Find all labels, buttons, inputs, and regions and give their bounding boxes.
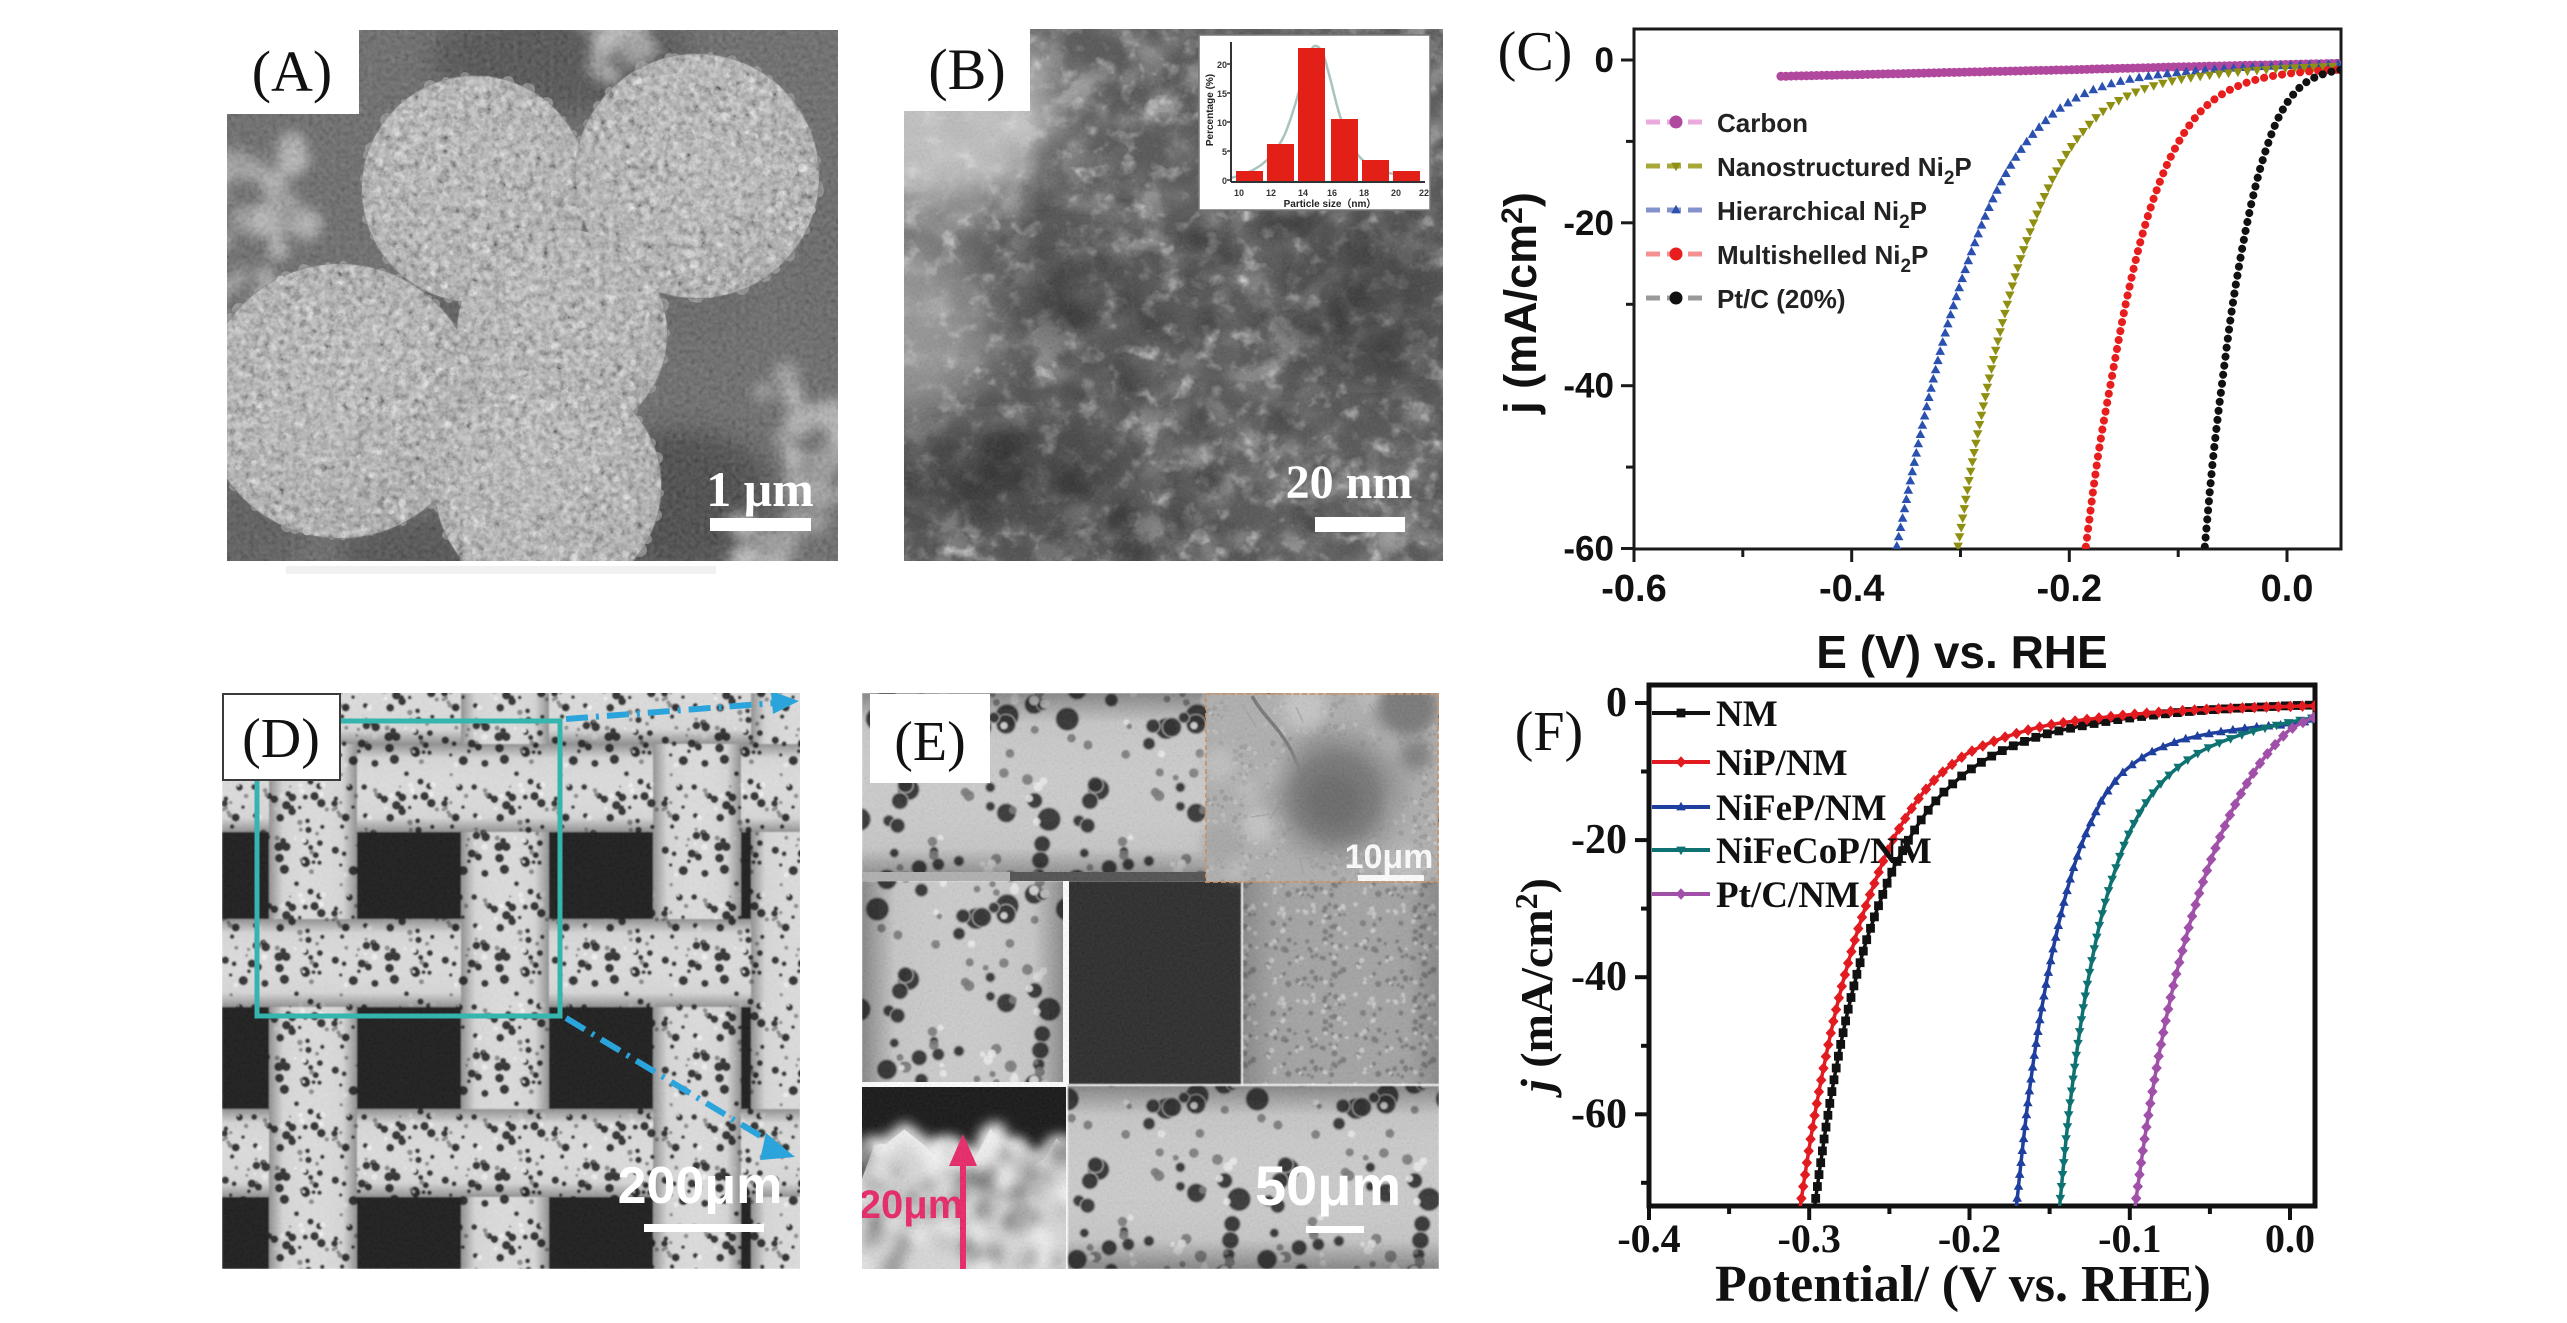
svg-text:-0.2: -0.2 bbox=[1938, 1216, 2001, 1261]
svg-text:-20: -20 bbox=[1563, 204, 1614, 243]
svg-text:NiFeCoP/NM: NiFeCoP/NM bbox=[1716, 831, 1932, 872]
svg-text:j (mA/cm2): j (mA/cm2) bbox=[1495, 192, 1546, 415]
svg-text:NiFeP/NM: NiFeP/NM bbox=[1716, 788, 1887, 829]
svg-text:j (mA/cm2): j (mA/cm2) bbox=[1508, 878, 1562, 1099]
svg-text:12: 12 bbox=[1266, 188, 1276, 198]
svg-text:-60: -60 bbox=[1563, 530, 1614, 569]
svg-text:(A): (A) bbox=[252, 39, 333, 104]
svg-text:(E): (E) bbox=[894, 711, 966, 773]
svg-text:22: 22 bbox=[1419, 188, 1429, 198]
svg-text:(D): (D) bbox=[242, 708, 320, 770]
svg-text:0: 0 bbox=[1606, 680, 1627, 726]
svg-text:200μm: 200μm bbox=[618, 1157, 783, 1215]
svg-text:1 μm: 1 μm bbox=[706, 461, 814, 517]
svg-text:20: 20 bbox=[1391, 188, 1401, 198]
svg-text:-0.4: -0.4 bbox=[1617, 1216, 1680, 1261]
svg-text:14: 14 bbox=[1298, 188, 1308, 198]
svg-text:-0.6: -0.6 bbox=[1601, 568, 1666, 610]
svg-text:10: 10 bbox=[1217, 118, 1227, 128]
svg-text:Potential/ (V vs. RHE): Potential/ (V vs. RHE) bbox=[1715, 1256, 2211, 1313]
svg-text:NM: NM bbox=[1716, 694, 1778, 735]
svg-text:-20: -20 bbox=[1571, 817, 1627, 863]
svg-text:5: 5 bbox=[1222, 147, 1227, 157]
svg-text:Pt/C (20%): Pt/C (20%) bbox=[1717, 284, 1846, 314]
svg-text:20 nm: 20 nm bbox=[1286, 456, 1413, 509]
svg-text:18: 18 bbox=[1359, 188, 1369, 198]
svg-text:(F): (F) bbox=[1515, 701, 1583, 763]
svg-text:16: 16 bbox=[1327, 188, 1337, 198]
svg-text:-0.2: -0.2 bbox=[2037, 568, 2102, 610]
svg-text:Particle size（nm）: Particle size（nm） bbox=[1284, 197, 1377, 210]
svg-text:(C): (C) bbox=[1498, 21, 1573, 83]
svg-text:20: 20 bbox=[1217, 60, 1227, 70]
svg-text:-0.3: -0.3 bbox=[1778, 1216, 1841, 1261]
svg-text:50μm: 50μm bbox=[1255, 1154, 1401, 1217]
svg-text:Pt/C/NM: Pt/C/NM bbox=[1716, 875, 1860, 916]
svg-text:-40: -40 bbox=[1571, 954, 1627, 1000]
svg-text:(B): (B) bbox=[928, 37, 1005, 102]
svg-text:Percentage (%): Percentage (%) bbox=[1205, 74, 1216, 146]
svg-text:E (V) vs. RHE: E (V) vs. RHE bbox=[1816, 626, 2107, 678]
svg-text:-0.4: -0.4 bbox=[1819, 568, 1884, 610]
svg-text:15: 15 bbox=[1217, 89, 1227, 99]
svg-text:NiP/NM: NiP/NM bbox=[1716, 743, 1848, 784]
svg-text:-0.1: -0.1 bbox=[2098, 1216, 2161, 1261]
svg-text:-60: -60 bbox=[1571, 1091, 1627, 1137]
svg-text:0: 0 bbox=[1595, 41, 1614, 80]
svg-text:0: 0 bbox=[1222, 176, 1227, 186]
svg-text:0.0: 0.0 bbox=[2261, 568, 2314, 610]
svg-text:0.0: 0.0 bbox=[2265, 1216, 2315, 1261]
svg-text:Carbon: Carbon bbox=[1717, 108, 1808, 138]
svg-text:10: 10 bbox=[1234, 188, 1244, 198]
svg-text:-40: -40 bbox=[1563, 367, 1614, 406]
